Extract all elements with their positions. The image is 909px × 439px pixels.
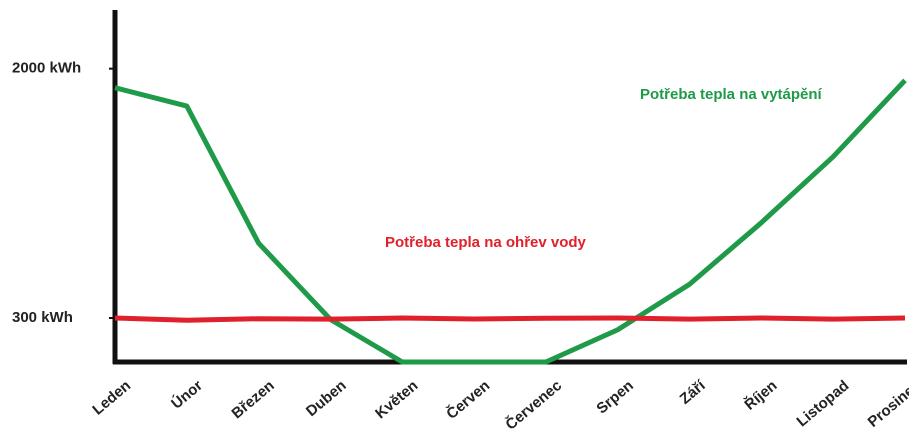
x-tick-label: Září — [677, 377, 710, 408]
y-tick-label: 2000 kWh — [12, 60, 81, 77]
x-tick-label: Červenec — [502, 376, 565, 433]
x-tick-label: Březen — [229, 377, 278, 422]
series-label: Potřeba tepla na ohřev vody — [385, 234, 587, 251]
series-label: Potřeba tepla na vytápění — [640, 86, 823, 103]
x-tick-label: Květen — [372, 377, 421, 422]
x-tick-label: Leden — [89, 377, 134, 418]
x-tick-label: Listopad — [793, 377, 852, 430]
series-line — [114, 315, 906, 323]
x-tick-label: Červen — [443, 376, 494, 422]
y-tick-label: 300 kWh — [12, 309, 73, 326]
x-tick-label: Únor — [168, 376, 207, 412]
series-line — [114, 78, 907, 365]
x-tick-label: Duben — [303, 377, 350, 420]
x-tick-label: Prosinec — [865, 377, 909, 431]
x-tick-label: Srpen — [593, 377, 636, 417]
x-tick-label: Říjen — [741, 376, 781, 413]
